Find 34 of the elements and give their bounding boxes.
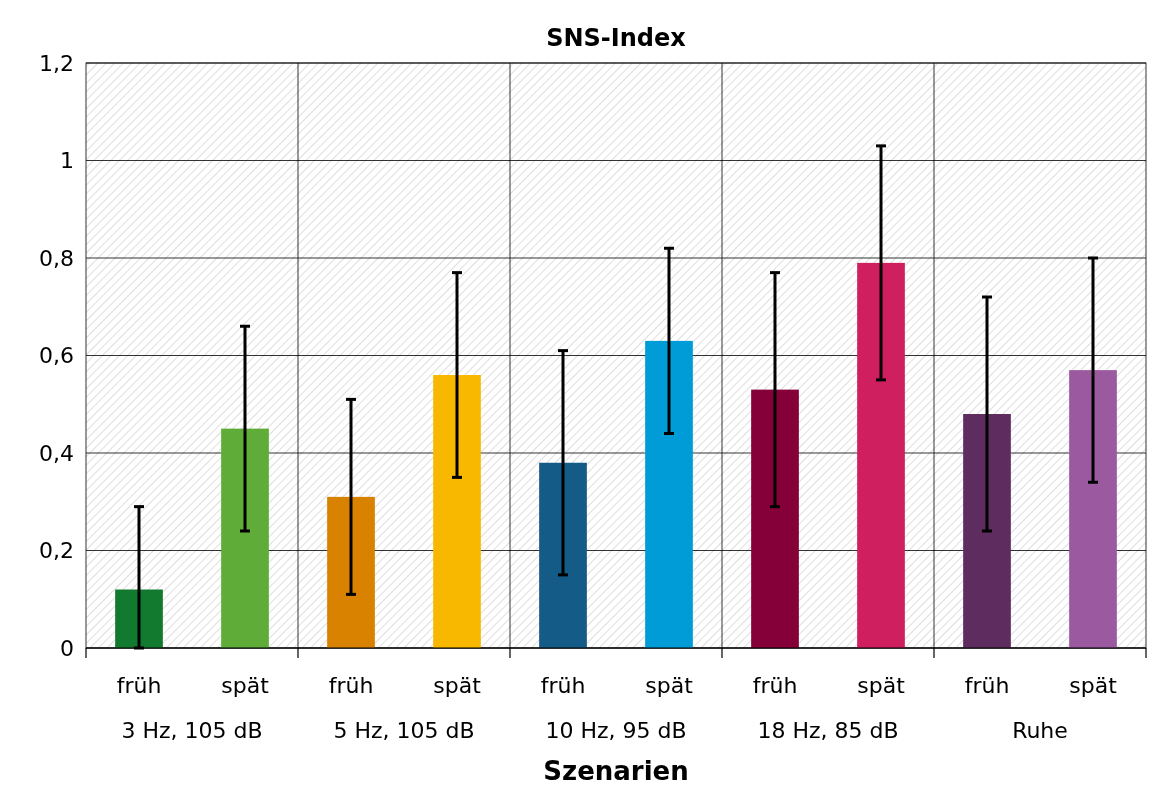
bar bbox=[751, 389, 799, 648]
x-tick-label: früh bbox=[540, 673, 586, 698]
text: 3 Hz, 105 dB bbox=[121, 718, 263, 743]
text: Ruhe bbox=[1012, 718, 1068, 743]
y-tick-label: 0,4 bbox=[39, 440, 74, 466]
x-tick-label: spät bbox=[221, 673, 270, 698]
x-tick-label: spät bbox=[1069, 673, 1118, 698]
chart-title: SNS-Index bbox=[546, 24, 687, 52]
bar bbox=[1069, 370, 1117, 648]
y-tick-label: 0,6 bbox=[39, 343, 74, 369]
bar bbox=[327, 496, 375, 648]
y-tick-label: 1 bbox=[60, 148, 74, 174]
y-tick-label: 1,2 bbox=[39, 50, 74, 76]
x-tick-label: spät bbox=[433, 673, 482, 698]
bar bbox=[539, 462, 587, 648]
x-tick-label: spät bbox=[857, 673, 906, 698]
y-tick-label: 0 bbox=[60, 635, 74, 661]
text: 18 Hz, 85 dB bbox=[757, 718, 899, 743]
y-tick-label: 0,8 bbox=[39, 245, 74, 271]
bar bbox=[645, 340, 693, 648]
text: 10 Hz, 95 dB bbox=[545, 718, 687, 743]
x-axis-title: Szenarien bbox=[543, 756, 689, 786]
bar bbox=[115, 589, 163, 648]
bar bbox=[433, 375, 481, 648]
x-tick-label: früh bbox=[328, 673, 374, 698]
bar bbox=[221, 428, 269, 648]
x-tick-label: früh bbox=[116, 673, 162, 698]
x-tick-label: früh bbox=[752, 673, 798, 698]
y-tick-label: 0,2 bbox=[39, 538, 74, 564]
bar bbox=[857, 262, 905, 648]
x-tick-label: spät bbox=[645, 673, 694, 698]
text: 5 Hz, 105 dB bbox=[333, 718, 475, 743]
x-tick-label: früh bbox=[964, 673, 1010, 698]
bar bbox=[963, 414, 1011, 648]
